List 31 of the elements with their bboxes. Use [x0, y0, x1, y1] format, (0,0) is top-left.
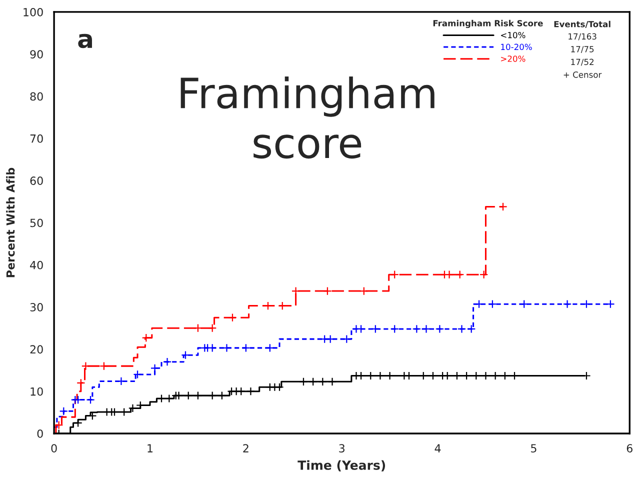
y-tick-label: 100 — [24, 8, 43, 16]
y-tick-label: 50 — [30, 218, 43, 228]
annotation: 17/163 — [568, 33, 596, 40]
x-tick-label: 2 — [243, 444, 248, 452]
x-tick-label: 1 — [148, 444, 152, 452]
legend-title: Framingham Risk Score — [433, 20, 543, 28]
y-tick-label: 80 — [30, 92, 43, 101]
x-tick-label: 5 — [531, 444, 536, 453]
annotation: 17/75 — [571, 46, 594, 53]
y-tick-label: 70 — [30, 134, 43, 143]
y-tick-label: 20 — [30, 345, 43, 354]
y-tick-label: 60 — [30, 176, 43, 185]
y-tick-label: 10 — [30, 387, 43, 396]
y-tick-label: 0 — [37, 429, 43, 438]
x-tick-label: 0 — [51, 444, 57, 453]
y-tick-label: 40 — [30, 260, 43, 270]
y-axis-title: Percent With Afib — [6, 168, 15, 278]
annotation: 17/52 — [571, 58, 594, 66]
annotation: a — [78, 34, 92, 48]
y-tick-label: 90 — [30, 50, 43, 59]
y-tick-label: 30 — [30, 303, 43, 312]
text: >20% — [501, 56, 526, 62]
text: <10% — [501, 32, 526, 38]
annotation: Framingham score — [180, 76, 434, 159]
x-tick-label: 6 — [626, 444, 632, 453]
annotation: Events/Total — [554, 20, 610, 28]
text: 10-20% — [501, 44, 532, 50]
annotation: + Censor — [564, 72, 602, 78]
x-tick-label: 4 — [434, 444, 441, 452]
x-tick-label: 3 — [339, 444, 344, 453]
x-axis-title: Time (Years) — [298, 460, 386, 472]
